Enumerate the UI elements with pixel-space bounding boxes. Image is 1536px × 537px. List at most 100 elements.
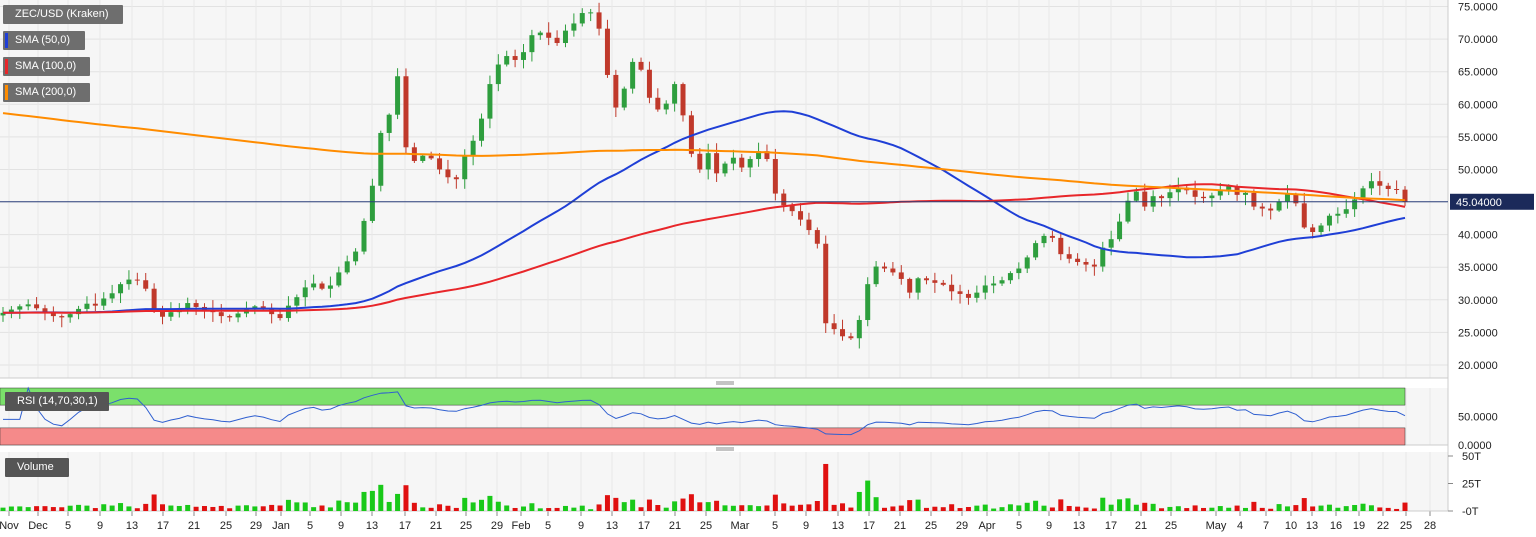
- candle-body: [59, 316, 65, 318]
- volume-bar: [781, 503, 787, 511]
- candle-body: [1041, 235, 1047, 244]
- candle-body: [1100, 247, 1106, 267]
- volume-bar: [42, 506, 48, 511]
- candle-body: [923, 278, 929, 281]
- volume-bar: [613, 497, 619, 511]
- price-tick-label: 30.0000: [1458, 295, 1498, 307]
- candle-body: [1326, 215, 1332, 226]
- candle-body: [344, 261, 350, 273]
- candle-body: [437, 158, 443, 170]
- time-tick-label: 25: [700, 520, 712, 532]
- candle-body: [730, 157, 736, 164]
- legend-rsi[interactable]: RSI (14,70,30,1): [5, 392, 109, 411]
- volume-bar: [512, 507, 518, 511]
- volume-bar: [789, 505, 795, 511]
- candle-body: [495, 64, 501, 85]
- volume-bar: [747, 505, 753, 511]
- volume-bar: [1175, 506, 1181, 511]
- legend-title[interactable]: ZEC/USD (Kraken): [3, 5, 123, 24]
- volume-bars-group: [0, 463, 1408, 511]
- candle-body: [302, 287, 308, 298]
- candle-body: [604, 28, 610, 75]
- candle-body: [1159, 196, 1165, 199]
- candle-body: [294, 297, 300, 306]
- time-tick-label: 21: [430, 520, 442, 532]
- candle-body: [168, 312, 174, 317]
- volume-label: Volume: [17, 461, 54, 473]
- candle-body: [1117, 221, 1123, 240]
- volume-bar: [890, 506, 896, 511]
- volume-tick-label: 50T: [1462, 451, 1481, 463]
- candle-body: [697, 153, 703, 170]
- candle-body: [420, 155, 426, 161]
- volume-bar: [50, 507, 56, 511]
- candle-body: [1242, 192, 1248, 195]
- volume-bar: [604, 495, 610, 511]
- time-tick-label: 21: [1135, 520, 1147, 532]
- time-tick-label: 17: [863, 520, 875, 532]
- candle-body: [949, 284, 955, 292]
- candle-body: [185, 303, 191, 309]
- time-tick-label: 10: [1285, 520, 1297, 532]
- volume-bar: [1007, 504, 1013, 511]
- candle-body: [814, 230, 820, 244]
- chart-title: ZEC/USD (Kraken): [15, 8, 109, 20]
- legend-sma100[interactable]: SMA (100,0): [3, 57, 90, 76]
- candle-body: [34, 304, 40, 309]
- candle-body: [1083, 261, 1089, 265]
- volume-bar: [84, 505, 90, 511]
- volume-bar: [655, 505, 661, 511]
- candle-body: [831, 323, 837, 330]
- time-tick-label: Apr: [978, 520, 995, 532]
- candle-body: [521, 52, 527, 60]
- candle-body: [327, 285, 333, 289]
- candle-body: [663, 103, 669, 110]
- time-tick-label: May: [1206, 520, 1227, 532]
- candle-body: [218, 312, 224, 317]
- volume-bar: [260, 506, 266, 511]
- time-tick-label: 17: [1105, 520, 1117, 532]
- volume-bar: [378, 484, 384, 511]
- volume-bar: [932, 506, 938, 511]
- legend-volume[interactable]: Volume: [5, 458, 69, 477]
- candle-body: [613, 74, 619, 108]
- volume-bar: [1217, 506, 1223, 511]
- time-tick-label: 19: [1353, 520, 1365, 532]
- volume-bar: [831, 504, 837, 511]
- volume-bar: [1226, 507, 1232, 511]
- candle-body: [311, 283, 317, 288]
- volume-bar: [705, 502, 711, 511]
- legend-sma200[interactable]: SMA (200,0): [3, 83, 90, 102]
- candle-body: [1058, 237, 1064, 255]
- candle-body: [235, 313, 241, 318]
- time-tick-label: 17: [399, 520, 411, 532]
- volume-bar: [420, 507, 426, 511]
- volume-bar: [999, 507, 1005, 511]
- candle-body: [1016, 268, 1022, 274]
- volume-bar: [823, 463, 829, 511]
- rsi-label: RSI (14,70,30,1): [17, 395, 98, 407]
- time-tick-label: 9: [803, 520, 809, 532]
- candle-body: [1217, 189, 1223, 196]
- volume-bar: [1368, 505, 1374, 511]
- candle-body: [277, 314, 283, 319]
- candle-body: [0, 312, 6, 316]
- volume-bar: [1142, 502, 1148, 511]
- last-price-label: 45.04000: [1456, 197, 1502, 209]
- volume-bar: [856, 491, 862, 511]
- candle-body: [646, 69, 652, 98]
- volume-bar: [554, 507, 560, 511]
- time-tick-label: 21: [894, 520, 906, 532]
- legend-sma50[interactable]: SMA (50,0): [3, 31, 85, 50]
- volume-bar: [445, 505, 451, 511]
- candle-body: [579, 13, 585, 24]
- candle-body: [554, 37, 560, 44]
- volume-bar: [1268, 508, 1274, 511]
- candle-body: [781, 193, 787, 206]
- candle-body: [638, 61, 644, 70]
- candle-body: [1284, 194, 1290, 202]
- volume-bar: [168, 505, 174, 511]
- volume-bar: [1276, 504, 1282, 511]
- candle-body: [67, 314, 73, 318]
- candle-body: [462, 155, 468, 180]
